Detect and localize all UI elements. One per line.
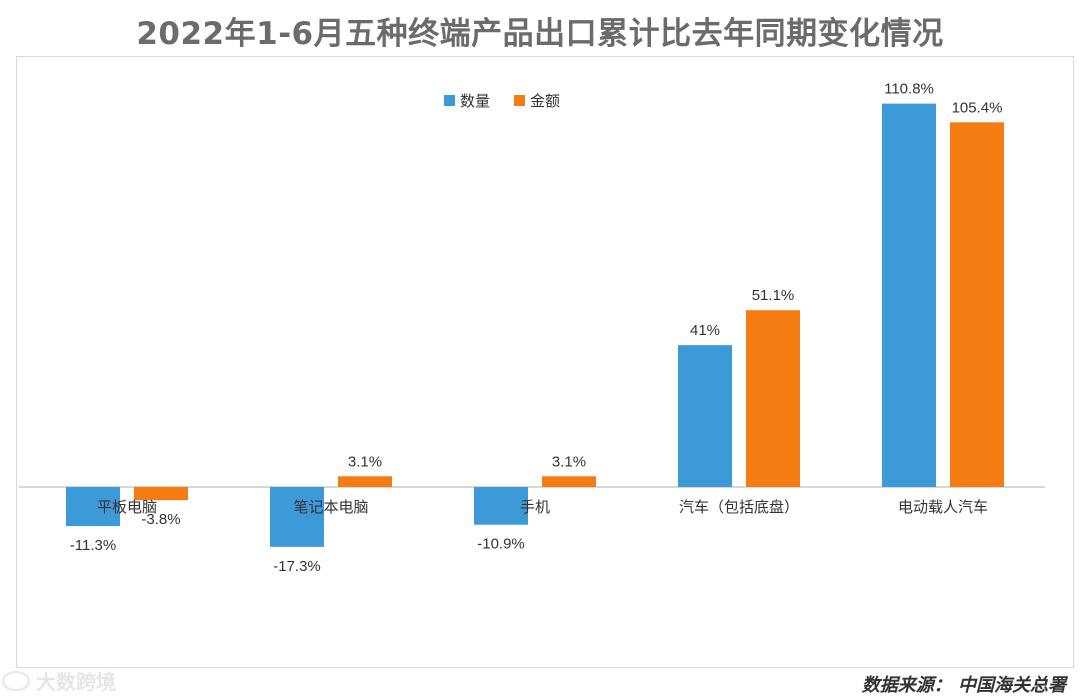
data-label-quantity-0: -11.3% [70, 537, 116, 554]
legend-label-quantity: 数量 [460, 92, 490, 110]
data-label-amount-2: 3.1% [552, 453, 586, 470]
data-label-quantity-4: 110.8% [884, 81, 934, 98]
bar-amount-0 [134, 487, 188, 501]
legend-swatch-amount [514, 95, 525, 106]
bar-quantity-4 [882, 103, 936, 487]
category-label-2: 手机 [520, 498, 550, 516]
bar-amount-3 [746, 310, 800, 487]
category-label-4: 电动载人汽车 [898, 498, 988, 516]
bar-quantity-3 [678, 345, 732, 487]
category-label-1: 笔记本电脑 [293, 498, 368, 516]
bar-amount-2 [542, 476, 596, 487]
bar-amount-4 [950, 122, 1004, 487]
bar-quantity-2 [474, 487, 528, 525]
data-label-amount-4: 105.4% [952, 99, 1003, 116]
category-label-0: 平板电脑 [97, 498, 157, 516]
chart-title: 2022年1-6月五种终端产品出口累计比去年同期变化情况 [136, 16, 944, 52]
data-label-amount-0: -3.8% [141, 511, 180, 528]
data-source: 数据来源： 中国海关总署 [861, 675, 1066, 696]
legend-swatch-quantity [444, 95, 455, 106]
category-label-3: 汽车（包括底盘） [679, 498, 799, 516]
data-label-amount-3: 51.1% [752, 287, 795, 304]
watermark-text: 大数跨境 [36, 670, 116, 694]
bar-quantity-1 [270, 487, 324, 547]
watermark: 大数跨境 [2, 666, 116, 695]
legend-label-amount: 金额 [530, 92, 560, 110]
data-label-quantity-3: 41% [690, 322, 720, 339]
bar-amount-1 [338, 476, 392, 487]
data-label-quantity-2: -10.9% [477, 536, 525, 553]
watermark-logo-icon [2, 670, 30, 691]
bar-quantity-0 [66, 487, 120, 527]
data-label-amount-1: 3.1% [348, 453, 382, 470]
data-label-quantity-1: -17.3% [273, 558, 321, 575]
